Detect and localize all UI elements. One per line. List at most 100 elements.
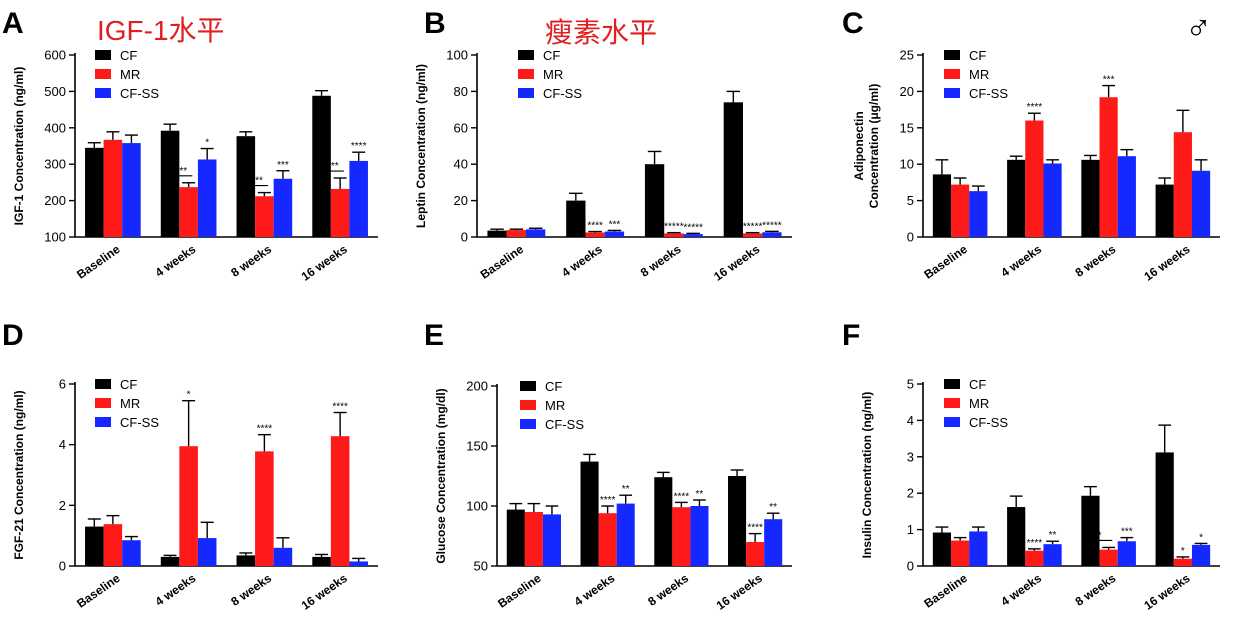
bar-d-mr-3 [330,436,350,566]
significance-c: *** [1103,75,1115,86]
bar-d-cf-3 [312,556,331,566]
bar-f-cf-ss-0 [969,531,988,566]
bar-f-mr-1 [1025,550,1044,566]
bar-a-cf-ss-3 [349,160,368,237]
panel-a-igf1: IGF-1水平 A 100 200 300 400 500 600 IGF-1 Concent… [2,7,378,284]
bar-e-cf-3 [728,476,747,566]
significance-b: ***** [683,222,703,233]
legend-swatch-e-cf [520,381,536,391]
title-igf1-level: IGF-1水平 [97,15,225,46]
bar-f-cf-1 [1007,507,1026,566]
title-leptin-level: 瘦素水平 [545,17,657,48]
bar-f-cf-ss-2 [1117,541,1136,566]
bar-b-cf-ss-1 [604,231,625,237]
y-tick-label-c: 10 [900,157,914,172]
x-category-label-a: 16 weeks [299,242,350,284]
y-tick-label-c: 5 [907,193,914,208]
x-category-label-b: Baseline [478,242,527,282]
x-category-label-f: 8 weeks [1073,571,1119,609]
significance-b: *** [609,219,621,230]
significance-f: * [1199,532,1203,543]
y-tick-label-f: 5 [907,377,914,392]
significance-a: * [205,138,209,149]
bracket-significance-f: * [1098,530,1102,541]
legend-swatch-b-cf [518,50,534,60]
bar-a-mr-2 [255,196,274,237]
legend-swatch-b-mr [518,69,534,79]
y-tick-label-d: 6 [59,377,66,392]
significance-a: **** [351,141,367,152]
significance-d: **** [257,424,273,435]
bar-c-cf-3 [1155,184,1174,237]
y-tick-label-d: 2 [59,498,66,513]
legend-label-c-cf: CF [969,48,986,63]
bar-d-cf-2 [236,555,256,566]
bar-f-cf-2 [1081,495,1100,566]
legend-swatch-a-cf [95,50,111,60]
legend-label-c-mr: MR [969,67,989,82]
y-tick-label-d: 4 [59,437,66,452]
legend-label-b-mr: MR [543,67,563,82]
bar-c-cf-2 [1081,159,1100,237]
y-axis-label-e: Glucose Concentration (mg/dl) [434,388,448,563]
panel-letter-c: C [842,7,864,40]
legend-label-a-cf: CF [120,48,137,63]
x-category-label-f: Baseline [921,571,970,611]
legend-swatch-a-cf-ss [95,88,111,98]
legend-swatch-a-mr [95,69,111,79]
y-tick-label-a: 600 [44,48,66,63]
legend-swatch-e-cf-ss [520,419,536,429]
male-symbol: ♂ [1185,7,1212,48]
y-tick-label-b: 100 [446,48,468,63]
legend-swatch-c-cf-ss [944,88,960,98]
y-tick-label-a: 300 [44,157,66,172]
bar-d-mr-2 [255,451,274,566]
y-tick-label-e: 100 [466,499,488,514]
bar-d-cf-1 [160,556,180,566]
x-category-label-b: 8 weeks [638,242,684,280]
y-tick-label-c: 20 [900,84,914,99]
legend-swatch-d-cf [95,379,111,389]
bar-c-mr-2 [1099,97,1118,237]
bar-c-cf-ss-2 [1117,156,1136,237]
y-tick-label-f: 2 [907,486,914,501]
bar-a-cf-ss-2 [273,178,293,237]
bar-f-mr-3 [1173,558,1192,566]
panel-letter-d: D [2,319,24,352]
bar-d-cf-ss-3 [349,561,368,566]
x-category-label-d: 16 weeks [299,571,350,613]
x-category-label-e: 4 weeks [572,571,618,609]
bar-e-mr-0 [524,512,543,566]
legend-swatch-c-mr [944,69,960,79]
legend-label-b-cf-ss: CF-SS [543,86,582,101]
bar-e-cf-2 [654,477,673,566]
bar-c-cf-ss-1 [1043,163,1062,237]
bar-d-cf-ss-2 [273,547,293,566]
legend-label-a-cf-ss: CF-SS [120,86,159,101]
y-tick-label-a: 200 [44,193,66,208]
significance-b: ***** [762,220,782,231]
bar-c-mr-3 [1173,132,1192,237]
bracket-significance-a: **** [172,166,188,177]
y-tick-label-d: 0 [59,559,66,574]
bar-a-cf-2 [236,136,256,237]
legend-label-f-cf-ss: CF-SS [969,415,1008,430]
significance-f: **** [1027,538,1043,549]
bar-b-mr-3 [742,233,763,237]
significance-e: ** [769,502,777,513]
bar-f-mr-0 [951,540,970,566]
y-tick-label-c: 15 [900,120,914,135]
y-axis-label-f: Insulin Concentration (ng/ml) [860,392,874,559]
significance-e: **** [674,491,690,502]
bar-d-mr-0 [103,524,123,566]
bar-c-mr-0 [951,184,970,237]
y-tick-label-c: 0 [907,230,914,245]
y-tick-label-e: 50 [474,559,488,574]
x-category-label-c: 16 weeks [1141,242,1192,284]
bar-f-cf-3 [1155,452,1174,566]
significance-e: **** [747,523,763,534]
bar-c-cf-0 [932,174,952,237]
significance-b: ***** [664,222,684,233]
